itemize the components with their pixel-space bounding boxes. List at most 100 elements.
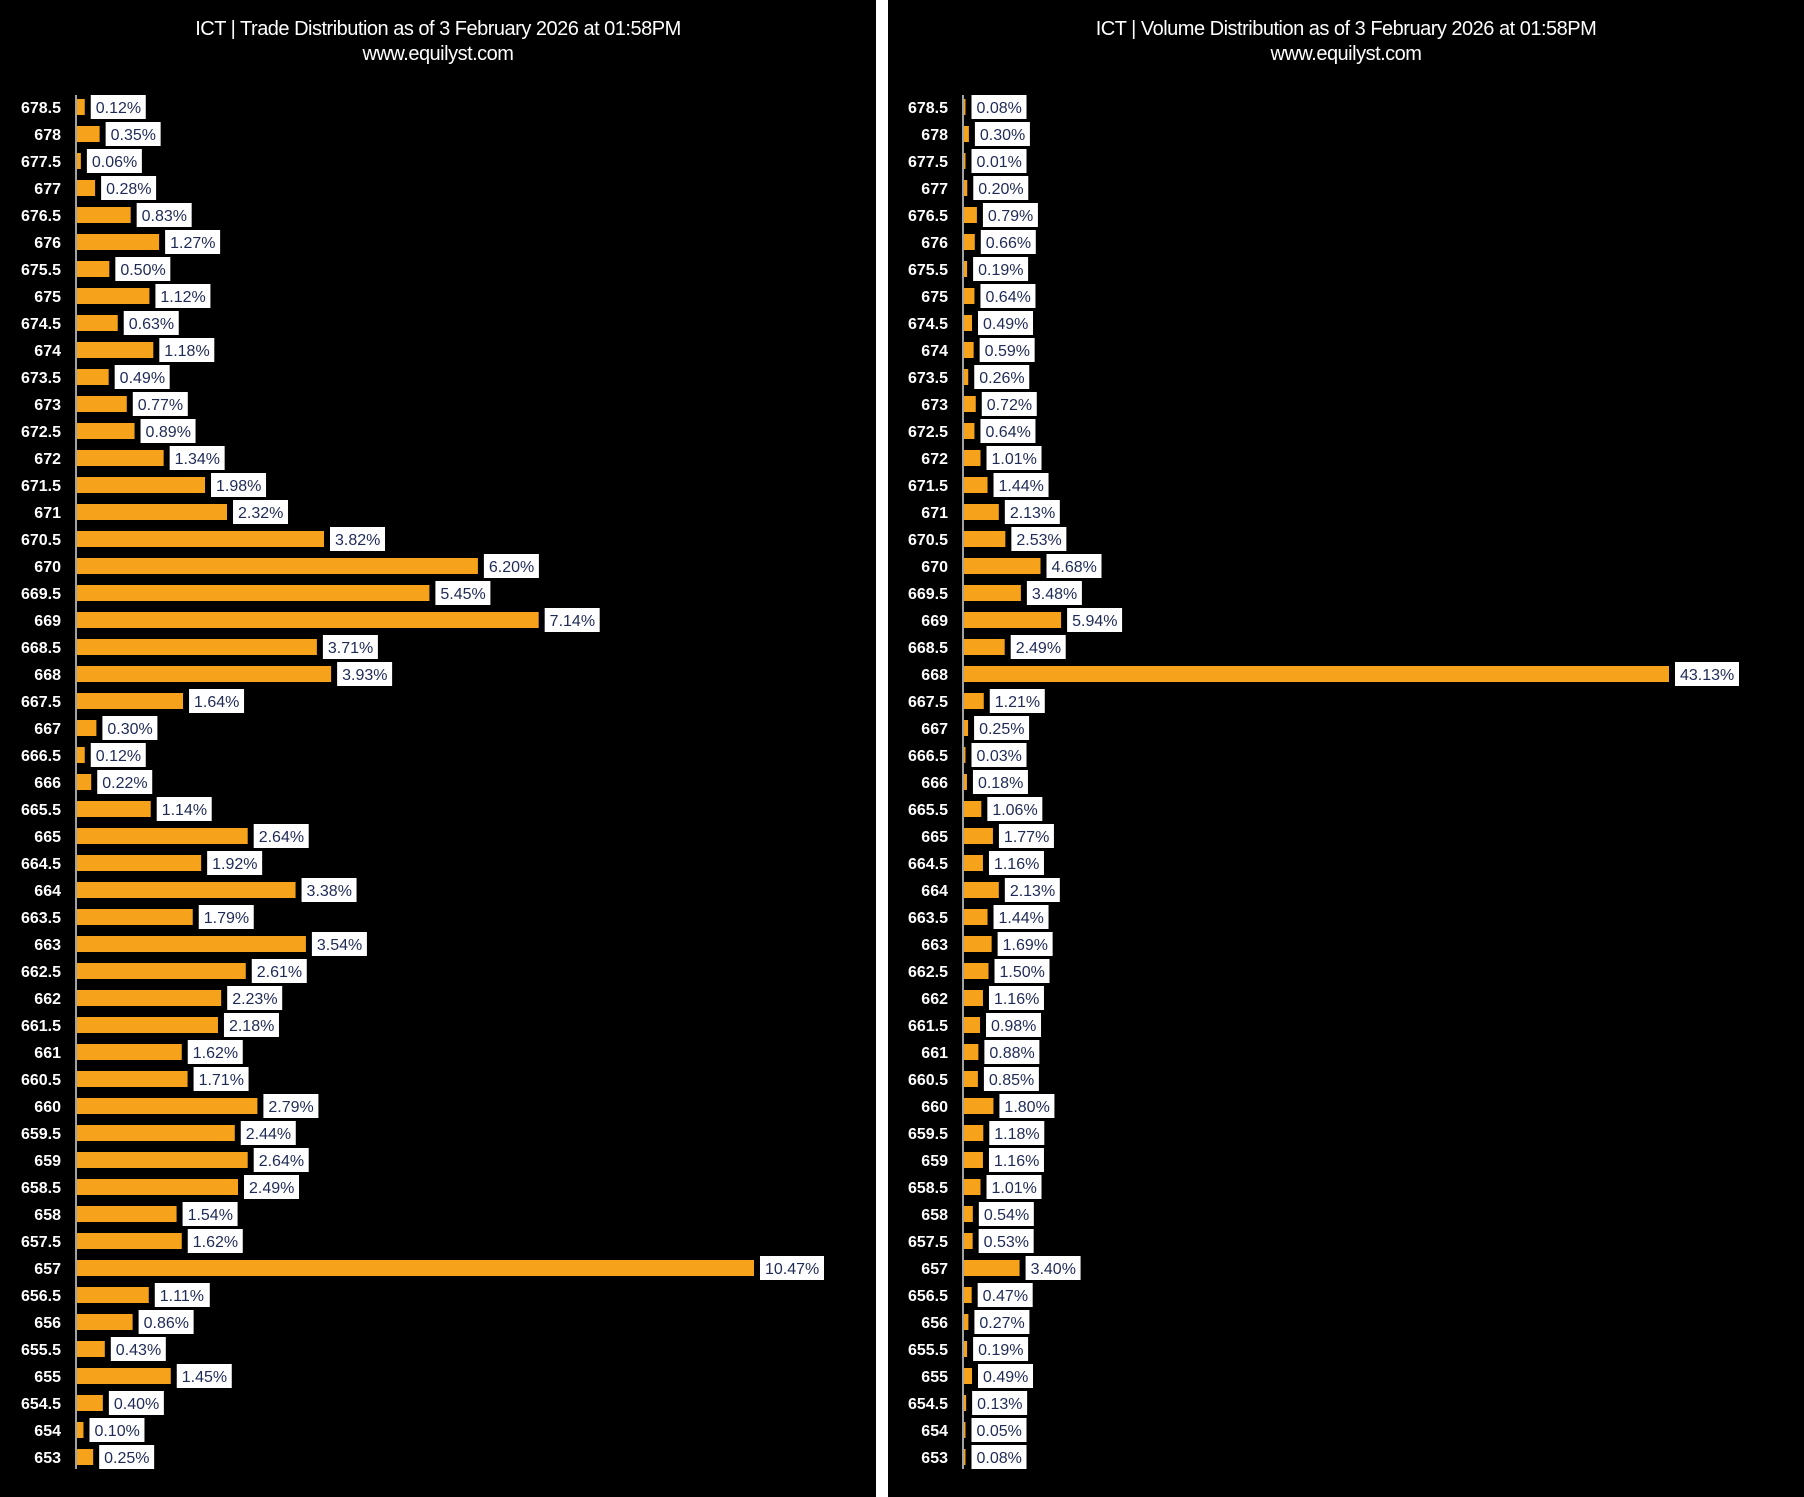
bar	[964, 585, 1021, 601]
data-label: 0.25%	[979, 721, 1024, 738]
y-tick-label: 667	[921, 721, 948, 738]
data-label: 0.35%	[111, 127, 156, 144]
data-label-box	[330, 527, 386, 551]
data-label: 1.01%	[992, 451, 1037, 468]
data-label-box	[140, 419, 196, 443]
bar	[77, 1152, 248, 1168]
data-label-box	[1004, 500, 1060, 524]
bar	[964, 720, 969, 736]
bar	[77, 1341, 105, 1357]
data-label: 1.79%	[204, 910, 249, 927]
data-label: 2.23%	[232, 991, 277, 1008]
data-label-box	[156, 797, 212, 821]
bar	[964, 1206, 973, 1222]
data-label: 2.61%	[257, 964, 302, 981]
bar	[964, 1233, 973, 1249]
bar	[964, 99, 966, 115]
data-label: 1.11%	[160, 1288, 204, 1305]
trade-distribution-panel: ICT | Trade Distribution as of 3 Februar…	[0, 0, 876, 1497]
data-label: 1.62%	[193, 1234, 238, 1251]
chart-subtitle: www.equilyst.com	[1270, 43, 1422, 65]
data-label-box	[978, 1229, 1034, 1253]
bar	[77, 126, 100, 142]
y-tick-label: 668.5	[908, 640, 948, 657]
y-tick-label: 653	[921, 1450, 948, 1467]
y-tick-label: 657	[921, 1261, 948, 1278]
data-label: 0.08%	[977, 1450, 1022, 1467]
y-tick-label: 658	[34, 1207, 61, 1224]
data-label: 2.49%	[249, 1180, 294, 1197]
bar	[77, 423, 135, 439]
data-label: 0.25%	[104, 1450, 149, 1467]
data-label-box	[989, 1121, 1045, 1145]
y-tick-label: 655	[921, 1369, 948, 1386]
data-label-box	[187, 1229, 243, 1253]
data-label: 0.89%	[146, 424, 191, 441]
bar	[964, 666, 1669, 682]
y-tick-label: 662	[921, 991, 948, 1008]
data-label: 2.13%	[1010, 883, 1055, 900]
data-label: 0.10%	[94, 1423, 139, 1440]
y-tick-label: 676.5	[908, 208, 948, 225]
data-label: 2.44%	[246, 1126, 291, 1143]
data-label: 7.14%	[550, 613, 595, 630]
y-tick-label: 666	[921, 775, 948, 792]
data-label: 0.05%	[977, 1423, 1022, 1440]
data-label-box	[993, 905, 1049, 929]
data-label-box	[240, 1121, 296, 1145]
y-tick-label: 663.5	[21, 910, 61, 927]
data-label-box	[244, 1175, 300, 1199]
y-tick-label: 672	[34, 451, 61, 468]
bar	[77, 1314, 133, 1330]
data-label: 0.28%	[106, 181, 151, 198]
data-label: 2.18%	[229, 1018, 274, 1035]
data-label: 1.14%	[162, 802, 207, 819]
y-tick-label: 669.5	[908, 586, 948, 603]
y-tick-label: 660	[921, 1099, 948, 1116]
bar	[77, 1260, 754, 1276]
data-label-box	[998, 824, 1054, 848]
data-label: 0.66%	[986, 235, 1031, 252]
data-label-box	[105, 122, 161, 146]
data-label: 1.34%	[175, 451, 220, 468]
y-tick-label: 672.5	[908, 424, 948, 441]
data-label-box	[138, 1310, 194, 1334]
y-tick-label: 655.5	[21, 1342, 61, 1359]
y-tick-label: 670.5	[21, 532, 61, 549]
data-label-box	[977, 1283, 1033, 1307]
y-tick-label: 668.5	[21, 640, 61, 657]
bar	[964, 315, 973, 331]
bar	[77, 855, 202, 871]
bar	[964, 1422, 966, 1438]
data-label-box	[182, 1202, 238, 1226]
data-label-box	[972, 1391, 1028, 1415]
data-label-box	[253, 1148, 309, 1172]
y-tick-label: 656.5	[908, 1288, 948, 1305]
data-label-box	[980, 284, 1036, 308]
bar	[77, 720, 97, 736]
data-label-box	[1025, 1256, 1081, 1280]
y-tick-label: 655.5	[908, 1342, 948, 1359]
y-tick-label: 671	[34, 505, 61, 522]
data-label: 2.49%	[1016, 640, 1061, 657]
data-label-box	[211, 473, 267, 497]
bar	[77, 1071, 188, 1087]
data-label-box	[483, 554, 539, 578]
bar	[964, 612, 1062, 628]
data-label-box	[982, 203, 1038, 227]
data-label-box	[233, 500, 289, 524]
data-label: 1.16%	[994, 856, 1039, 873]
data-label: 1.44%	[999, 478, 1044, 495]
y-tick-label: 674	[921, 343, 948, 360]
data-label-box	[176, 1364, 232, 1388]
data-label: 1.18%	[164, 343, 209, 360]
y-tick-label: 654.5	[21, 1396, 61, 1413]
data-label: 43.13%	[1680, 667, 1734, 684]
data-label: 3.48%	[1032, 586, 1077, 603]
y-tick-label: 674.5	[21, 316, 61, 333]
data-label: 1.18%	[994, 1126, 1039, 1143]
data-label: 6.20%	[489, 559, 534, 576]
bar	[77, 882, 296, 898]
data-label-box	[1011, 527, 1067, 551]
data-label-box	[227, 986, 283, 1010]
